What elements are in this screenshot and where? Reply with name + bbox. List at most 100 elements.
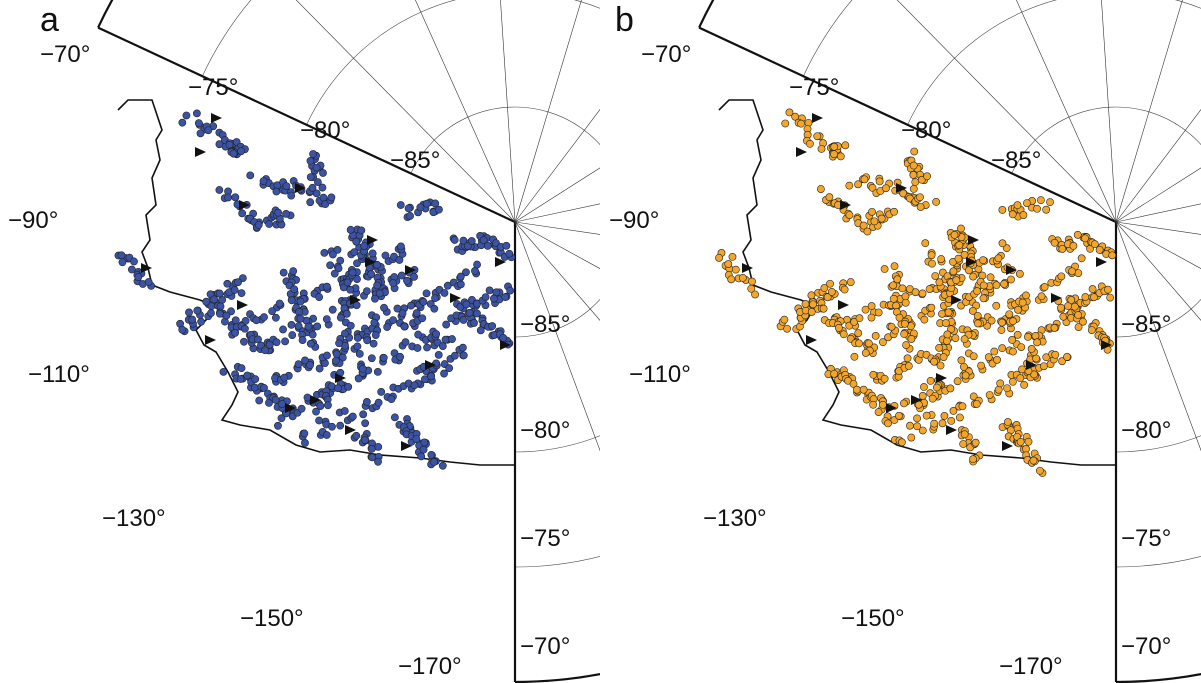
data-point [909,161,918,170]
data-point [946,384,955,393]
data-point [278,400,286,408]
data-point [957,224,965,233]
station-triangle [425,360,436,370]
data-point [867,313,876,322]
data-point [854,180,862,189]
data-point [727,275,736,284]
map-frame-top-edge [97,26,516,223]
meridian-line [500,0,516,223]
data-point [459,316,468,324]
data-point [371,294,379,303]
map-panel-b: b −70° −75° −80° −85° −90° −110° −130° −… [601,0,1201,683]
data-point [202,297,211,306]
data-point [994,254,1003,263]
data-point [333,246,342,254]
data-point [1042,205,1051,214]
data-point [117,251,126,260]
data-point [916,203,925,211]
data-point [806,139,814,148]
data-point [935,343,944,352]
data-point [863,227,872,236]
data-point [456,280,465,289]
data-point [389,279,397,287]
data-point [473,260,481,269]
station-triangle [1002,441,1013,451]
data-point [959,440,968,448]
data-point [877,214,886,223]
data-point [841,141,850,150]
data-point [373,367,382,376]
meridian-line [1115,221,1201,452]
data-point [406,212,414,220]
polar-map [97,0,600,683]
data-point [947,416,956,425]
data-point [868,207,876,216]
station-triangle [367,235,378,245]
data-point [990,347,999,356]
data-point [326,261,335,270]
data-point [443,281,452,290]
data-point [319,193,328,202]
data-point [241,316,250,325]
data-point [316,402,325,410]
data-point [182,111,191,120]
data-point [1063,352,1071,361]
data-point [918,426,927,435]
data-point [367,270,376,279]
data-point [368,453,377,462]
lat-label-70-right: −70° [1121,633,1172,660]
data-point [265,340,274,349]
data-point [324,401,332,410]
station-triangle [345,425,356,435]
data-point [312,163,321,172]
meridian-line [514,203,600,223]
data-point [807,308,816,316]
data-point [407,301,415,310]
station-triangle [796,147,807,157]
meridian-line [1115,203,1201,223]
data-point [1032,354,1041,363]
data-point [210,295,219,304]
data-point [781,119,790,128]
data-point [1035,466,1044,475]
data-point [909,171,918,179]
data-point [204,126,213,135]
data-point [1018,298,1027,307]
parallel-85 [410,106,600,338]
meridian-line [415,0,516,223]
data-point [359,410,368,419]
data-point [992,281,1001,290]
data-point [928,259,936,268]
data-point [306,157,315,165]
data-point [913,422,922,431]
data-point [346,225,355,234]
station-triangles [141,113,511,451]
data-point [1009,347,1017,356]
data-point [274,421,282,430]
data-point [1024,437,1033,446]
data-point [958,402,967,411]
station-triangle [285,403,296,413]
data-point [930,419,939,428]
data-point [355,349,364,358]
data-point [417,452,426,461]
data-point [961,371,970,380]
data-point [998,206,1007,214]
data-point [1031,331,1040,340]
meridian-line [514,221,600,269]
data-point [1090,293,1098,302]
data-point [950,231,959,239]
data-point [367,445,376,453]
data-point [738,273,747,282]
data-point [998,239,1007,248]
data-point [984,353,993,362]
data-point [389,316,398,325]
data-point [930,357,939,366]
data-point [902,341,910,349]
lat-label-70-right: −70° [520,633,571,660]
data-point [816,185,825,193]
data-point [925,285,934,293]
data-point [992,301,1001,310]
data-point [250,383,259,392]
data-point [451,351,459,360]
